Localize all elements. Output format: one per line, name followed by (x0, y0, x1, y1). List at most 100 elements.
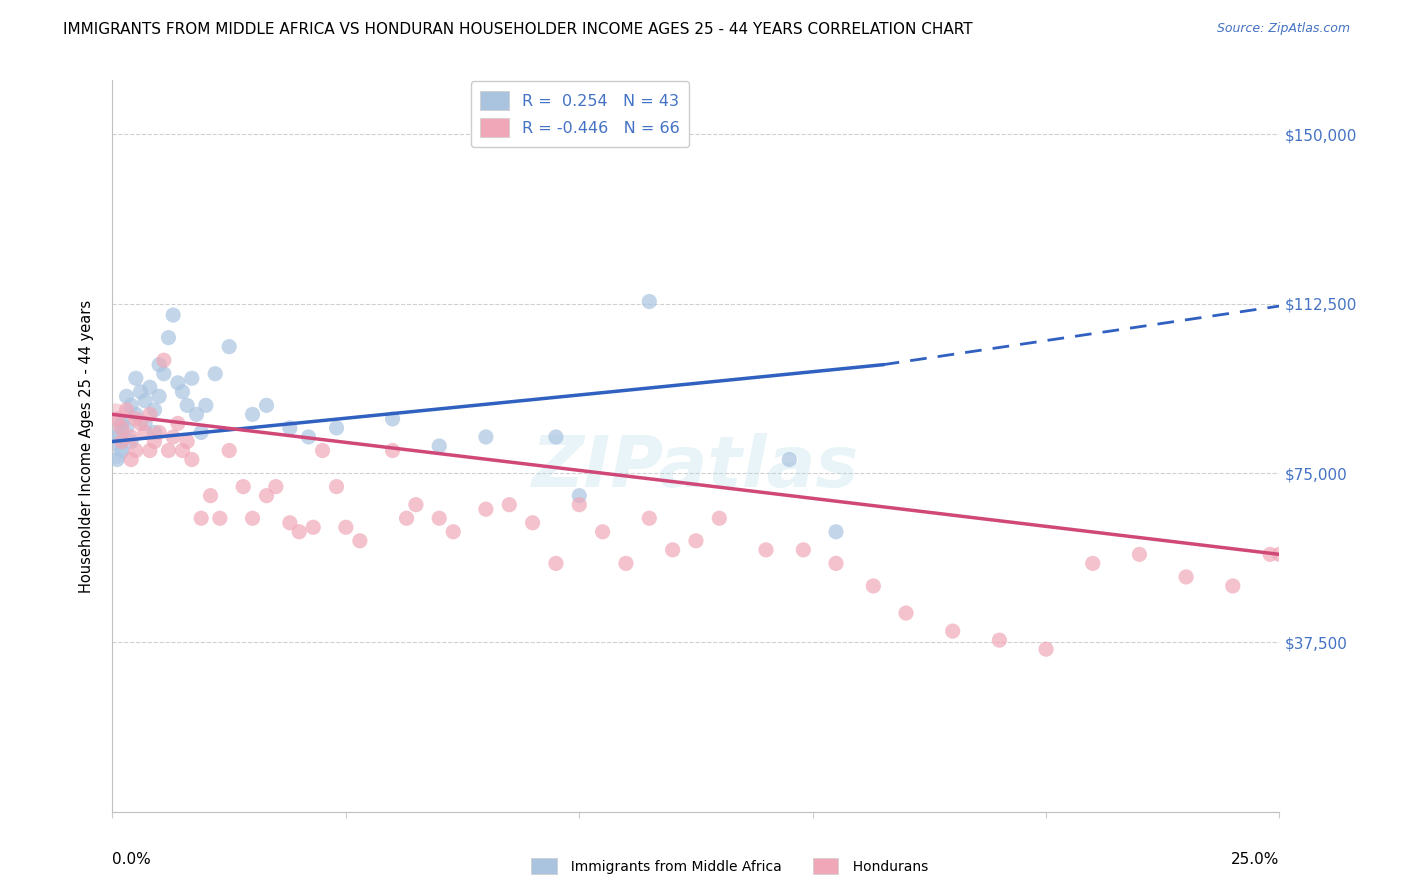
Point (498, 498, 520, 512)
Point (120, 452, 142, 467)
Point (335, 520, 357, 534)
Point (311, 443, 333, 458)
Point (125, 408, 148, 422)
Point (186, 408, 208, 422)
Point (755, 542, 778, 557)
Point (427, 511, 450, 525)
Point (129, 384, 152, 399)
Point (120, 398, 142, 412)
Point (148, 358, 170, 372)
Point (592, 524, 614, 539)
Y-axis label: Householder Income Ages 25 - 44 years: Householder Income Ages 25 - 44 years (79, 300, 94, 592)
Point (104, 443, 127, 458)
Point (115, 389, 138, 403)
Point (475, 430, 498, 444)
Point (942, 624, 965, 639)
Point (125, 371, 148, 385)
Point (522, 516, 544, 530)
Point (638, 511, 661, 525)
Point (153, 353, 176, 368)
Point (157, 443, 180, 458)
Point (297, 430, 319, 444)
Text: 25.0%: 25.0% (1232, 852, 1279, 867)
Point (115, 403, 138, 417)
Point (104, 430, 127, 444)
Point (105, 412, 128, 426)
Point (172, 443, 194, 458)
Point (325, 421, 347, 435)
Point (475, 502, 498, 516)
Text: Immigrants from Middle Africa: Immigrants from Middle Africa (562, 860, 782, 874)
Point (1258, 547, 1281, 561)
Point (661, 542, 683, 557)
Point (162, 430, 184, 444)
Point (862, 579, 884, 593)
Point (256, 398, 278, 412)
Point (1035, 642, 1057, 657)
Point (614, 557, 637, 571)
Point (139, 408, 162, 422)
Point (194, 398, 217, 412)
Point (134, 393, 156, 408)
Point (568, 498, 591, 512)
Point (325, 480, 347, 494)
Point (148, 425, 170, 440)
Point (190, 511, 212, 525)
Point (104, 412, 127, 426)
Point (143, 425, 166, 440)
Point (115, 421, 138, 435)
Point (180, 371, 202, 385)
Point (242, 511, 264, 525)
Point (395, 511, 418, 525)
Text: 0.0%: 0.0% (112, 852, 152, 867)
Point (1128, 547, 1150, 561)
Point (278, 516, 301, 530)
Point (288, 524, 311, 539)
Point (120, 430, 142, 444)
Point (162, 308, 184, 322)
Text: IMMIGRANTS FROM MIDDLE AFRICA VS HONDURAN HOUSEHOLDER INCOME AGES 25 - 44 YEARS : IMMIGRANTS FROM MIDDLE AFRICA VS HONDURA… (63, 22, 973, 37)
Text: Hondurans: Hondurans (844, 860, 928, 874)
Point (134, 425, 156, 440)
Point (180, 452, 202, 467)
Point (139, 443, 162, 458)
Point (544, 430, 567, 444)
Point (166, 417, 188, 431)
Point (1222, 579, 1244, 593)
Point (208, 511, 231, 525)
Point (200, 489, 222, 503)
Point (134, 417, 156, 431)
Point (302, 520, 325, 534)
Point (1081, 557, 1104, 571)
Point (218, 340, 240, 354)
Point (988, 633, 1011, 648)
Point (111, 443, 134, 458)
Point (568, 489, 591, 503)
Point (778, 452, 800, 467)
Point (190, 425, 212, 440)
Point (120, 434, 142, 449)
Point (381, 412, 404, 426)
Point (349, 533, 371, 548)
Point (125, 412, 148, 426)
Point (129, 417, 152, 431)
Point (111, 421, 134, 435)
Point (242, 408, 264, 422)
Point (105, 452, 128, 467)
Point (204, 367, 226, 381)
Point (143, 403, 166, 417)
Text: ZIPatlas: ZIPatlas (533, 434, 859, 502)
FancyBboxPatch shape (531, 858, 557, 874)
Point (232, 480, 254, 494)
Point (143, 434, 166, 449)
Point (825, 557, 848, 571)
FancyBboxPatch shape (813, 858, 838, 874)
Point (105, 430, 128, 444)
Text: Source: ZipAtlas.com: Source: ZipAtlas.com (1216, 22, 1350, 36)
Point (1175, 570, 1198, 584)
Point (218, 443, 240, 458)
Point (544, 557, 567, 571)
Point (709, 511, 731, 525)
Point (894, 606, 917, 620)
Point (405, 498, 427, 512)
